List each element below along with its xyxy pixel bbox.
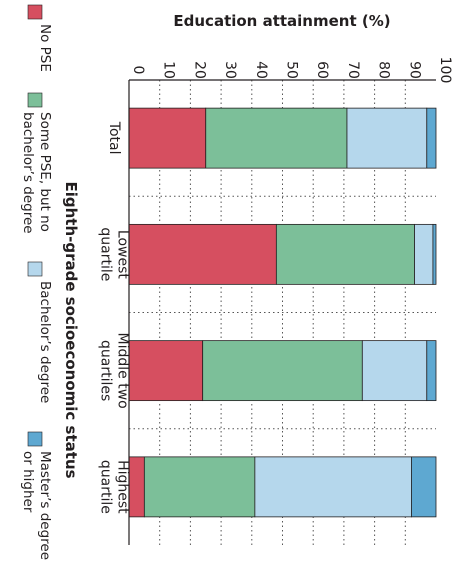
legend-entry: No PSE [37, 24, 53, 72]
legend-label: bachelor’s degree [20, 112, 36, 234]
category-label-line: quartile [98, 460, 114, 514]
bar-segment [275, 223, 415, 285]
bar-segment [128, 107, 207, 169]
bar-segment [432, 223, 437, 285]
y-tick-label: 50 [284, 61, 300, 79]
bar-segment [128, 340, 204, 402]
category-label-line: quartile [98, 227, 114, 281]
category-label-line: Highest [115, 460, 131, 514]
bar-segment [426, 107, 437, 169]
bar-segment [414, 223, 434, 285]
legend-label: or higher [20, 451, 36, 513]
y-tick-label: 20 [191, 61, 207, 79]
y-tick-label: 30 [222, 61, 238, 79]
y-tick-label: 60 [314, 61, 330, 79]
bar-segment [143, 456, 256, 518]
y-tick-label: 10 [161, 61, 177, 79]
legend-label: No PSE [37, 24, 53, 72]
bar-segment [346, 107, 428, 169]
bar-segment [426, 340, 437, 402]
bar-segment [128, 223, 277, 285]
category-label: Total [106, 121, 122, 155]
y-axis-ticks: 0 10 20 30 40 50 60 70 80 90 100 [130, 57, 453, 84]
legend-swatch [27, 431, 43, 447]
bar-segment [202, 340, 363, 402]
y-tick-label: 40 [253, 61, 269, 79]
y-tick-label: 80 [376, 61, 392, 79]
category-label-line: Middle two [115, 333, 131, 409]
y-tick-label: 90 [406, 61, 422, 79]
y-axis-title: Education attainment (%) [173, 12, 390, 30]
legend-label: Master’s degree [37, 451, 53, 560]
plot-frame [128, 79, 436, 545]
bar-segment [361, 340, 428, 402]
bar-segment [205, 107, 348, 169]
bar-segment [411, 456, 437, 518]
category-label-line: Total [106, 121, 122, 155]
x-axis-title: Eighth-grade socioeconomic status [62, 181, 80, 478]
y-tick-label: 100 [437, 57, 453, 84]
category-label-line: quartiles [98, 340, 114, 401]
legend-entry: Bachelor’s degree [37, 281, 53, 403]
bars [128, 107, 437, 518]
legend-swatch [27, 92, 43, 108]
legend-swatch [27, 4, 43, 20]
legend-label: Bachelor’s degree [37, 281, 53, 403]
bar-segment [254, 456, 412, 518]
legend-label: Some PSE, but no [37, 112, 53, 232]
y-tick-label: 0 [130, 66, 146, 75]
legend-swatch [27, 261, 43, 277]
y-tick-label: 70 [345, 61, 361, 79]
category-label-line: Lowest [115, 230, 131, 279]
